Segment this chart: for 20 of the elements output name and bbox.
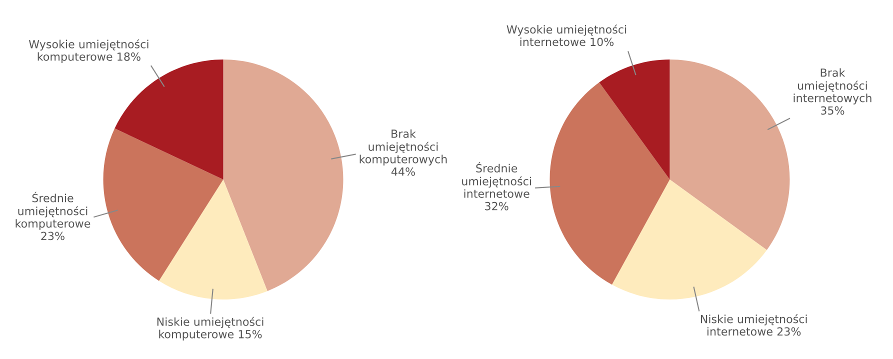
pie-slice	[670, 60, 790, 250]
pie-slice	[550, 82, 670, 285]
slice-label: Średnie umiejętności internetowe	[462, 162, 531, 198]
slice-label: Wysokie umiejętności komputerowe 18%	[28, 39, 148, 63]
slice-label: Niskie umiejętności internetowe 23%	[700, 314, 807, 336]
data-label: 44%	[391, 167, 415, 176]
pie-slice	[103, 128, 224, 281]
data-label: 23%	[41, 232, 64, 240]
pie-slice	[612, 180, 767, 300]
slice-label: Niskie umiejętności komputerowe 15%	[157, 316, 264, 341]
pie-slice	[599, 60, 670, 180]
slice-label: Brak umiejętności komputerowych	[360, 129, 447, 166]
pie-slice	[158, 180, 268, 300]
pie-slice	[223, 60, 344, 292]
pie-slice	[114, 60, 224, 180]
data-label: 35%	[820, 106, 844, 115]
slice-label: Brak umiejętności internetowych	[794, 68, 872, 104]
data-label: 32%	[485, 202, 508, 210]
slice-label: Wysokie umiejętności internetowe 10%	[506, 24, 626, 46]
slice-label: Średnie umiejętności komputerowe	[16, 192, 90, 230]
